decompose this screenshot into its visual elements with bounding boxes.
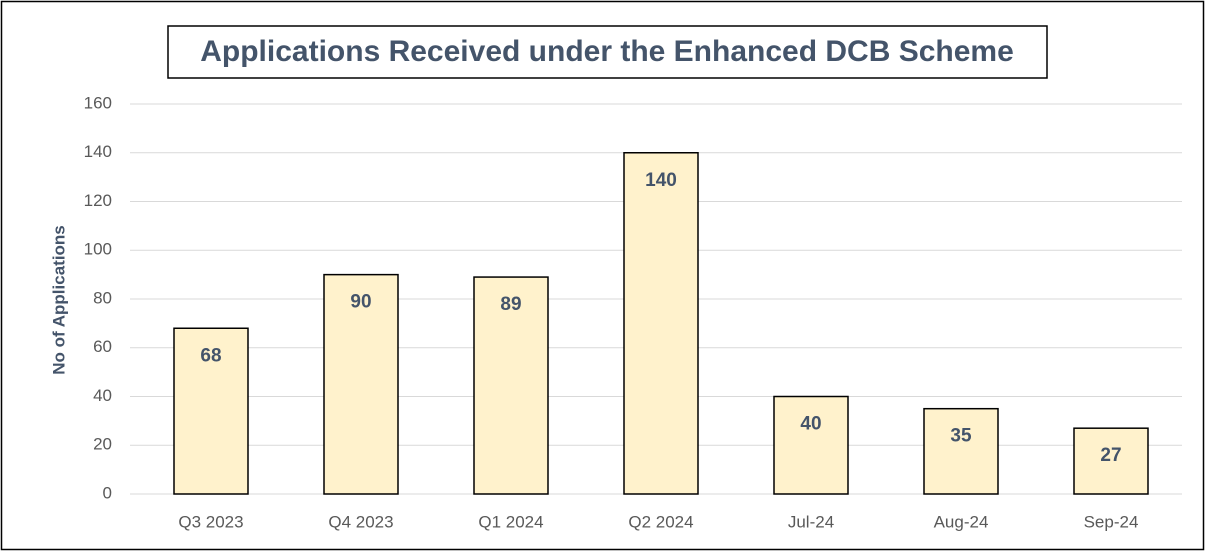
data-label: 89 <box>500 294 521 315</box>
y-tick-label: 60 <box>93 337 112 356</box>
x-tick-label: Q4 2023 <box>328 512 393 531</box>
data-label: 40 <box>800 414 821 435</box>
x-tick-label: Jul-24 <box>788 512 834 531</box>
bar <box>773 395 849 495</box>
bar <box>623 152 699 495</box>
bar <box>923 407 999 495</box>
y-tick-label: 100 <box>84 240 112 259</box>
y-tick-label: 80 <box>93 288 112 307</box>
y-tick-label: 160 <box>84 93 112 112</box>
bar <box>473 276 549 495</box>
data-label: 140 <box>645 170 677 191</box>
y-tick-label: 140 <box>84 142 112 161</box>
y-tick-label: 120 <box>84 191 112 210</box>
bar <box>323 273 399 495</box>
chart-title: Applications Received under the Enhanced… <box>200 35 1014 68</box>
data-label: 68 <box>200 345 221 366</box>
data-label: 90 <box>350 292 371 313</box>
x-tick-label: Q2 2024 <box>628 512 693 531</box>
bar <box>1073 427 1149 495</box>
x-tick-label: Q3 2023 <box>178 512 243 531</box>
x-tick-label: Aug-24 <box>934 512 989 531</box>
data-label: 27 <box>1100 445 1121 466</box>
data-label: 35 <box>950 426 972 447</box>
y-axis-label: No of Applications <box>49 225 68 375</box>
title-box <box>167 25 1048 79</box>
y-tick-label: 0 <box>103 483 112 502</box>
bar <box>173 327 249 495</box>
y-tick-label: 40 <box>93 386 112 405</box>
y-tick-label: 20 <box>93 435 112 454</box>
x-tick-label: Sep-24 <box>1084 512 1139 531</box>
x-tick-label: Q1 2024 <box>478 512 543 531</box>
